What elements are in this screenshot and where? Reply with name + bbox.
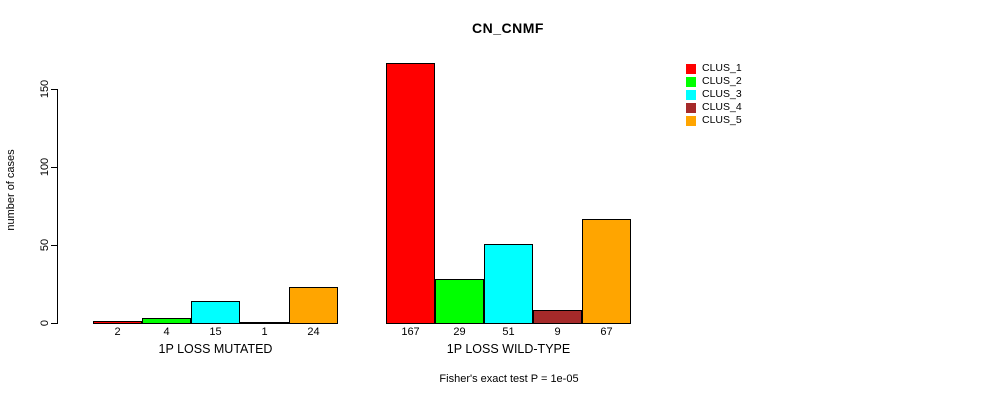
bar-clus_3-group2 [484,244,533,324]
legend-label: CLUS_1 [702,62,742,74]
legend-item-clus_2: CLUS_2 [686,75,742,88]
bar-value-label: 1 [261,326,268,338]
y-tick-mark [51,245,57,246]
bar-clus_5-group1 [289,287,338,324]
bar-value-label: 15 [209,326,222,338]
bar-value-label: 51 [502,326,515,338]
legend-swatch-clus_2 [686,76,696,87]
chart-title: CN_CNMF [472,20,544,36]
y-tick-mark [51,89,57,90]
y-axis-label: number of cases [5,149,17,231]
y-tick-label: 150 [39,79,51,99]
bar-clus_2-group2 [435,279,484,324]
legend: CLUS_1 CLUS_2 CLUS_3 CLUS_4 CLUS_5 [686,62,742,127]
bar-clus_3-group1 [191,301,240,324]
legend-item-clus_1: CLUS_1 [686,62,742,75]
bar-value-label: 24 [307,326,320,338]
bar-value-label: 4 [163,326,170,338]
y-tick-label: 100 [39,157,51,177]
legend-swatch-clus_4 [686,102,696,113]
bar-value-label: 2 [114,326,121,338]
y-tick-label: 0 [39,319,51,327]
legend-swatch-clus_3 [686,89,696,100]
bar-clus_5-group2 [582,219,631,324]
legend-label: CLUS_2 [702,75,742,87]
bar-value-label: 67 [600,326,613,338]
y-tick-mark [51,167,57,168]
bar-value-label: 167 [401,326,420,338]
y-tick-mark [51,323,57,324]
group-label: 1P LOSS MUTATED [158,342,273,356]
bar-clus_1-group1 [93,321,142,324]
bar-clus_4-group1 [240,322,289,324]
legend-swatch-clus_5 [686,115,696,126]
legend-item-clus_4: CLUS_4 [686,101,742,114]
legend-label: CLUS_4 [702,101,742,113]
legend-item-clus_3: CLUS_3 [686,88,742,101]
y-axis-line [57,89,58,324]
bar-clus_4-group2 [533,310,582,324]
legend-swatch-clus_1 [686,63,696,74]
legend-label: CLUS_5 [702,114,742,126]
bar-value-label: 9 [554,326,561,338]
legend-item-clus_5: CLUS_5 [686,114,742,127]
bar-value-label: 29 [453,326,466,338]
footnote: Fisher's exact test P = 1e-05 [439,373,579,385]
bar-clus_2-group1 [142,318,191,324]
bar-clus_1-group2 [386,63,435,324]
legend-label: CLUS_3 [702,88,742,100]
y-tick-label: 50 [39,238,51,252]
group-label: 1P LOSS WILD-TYPE [446,342,571,356]
